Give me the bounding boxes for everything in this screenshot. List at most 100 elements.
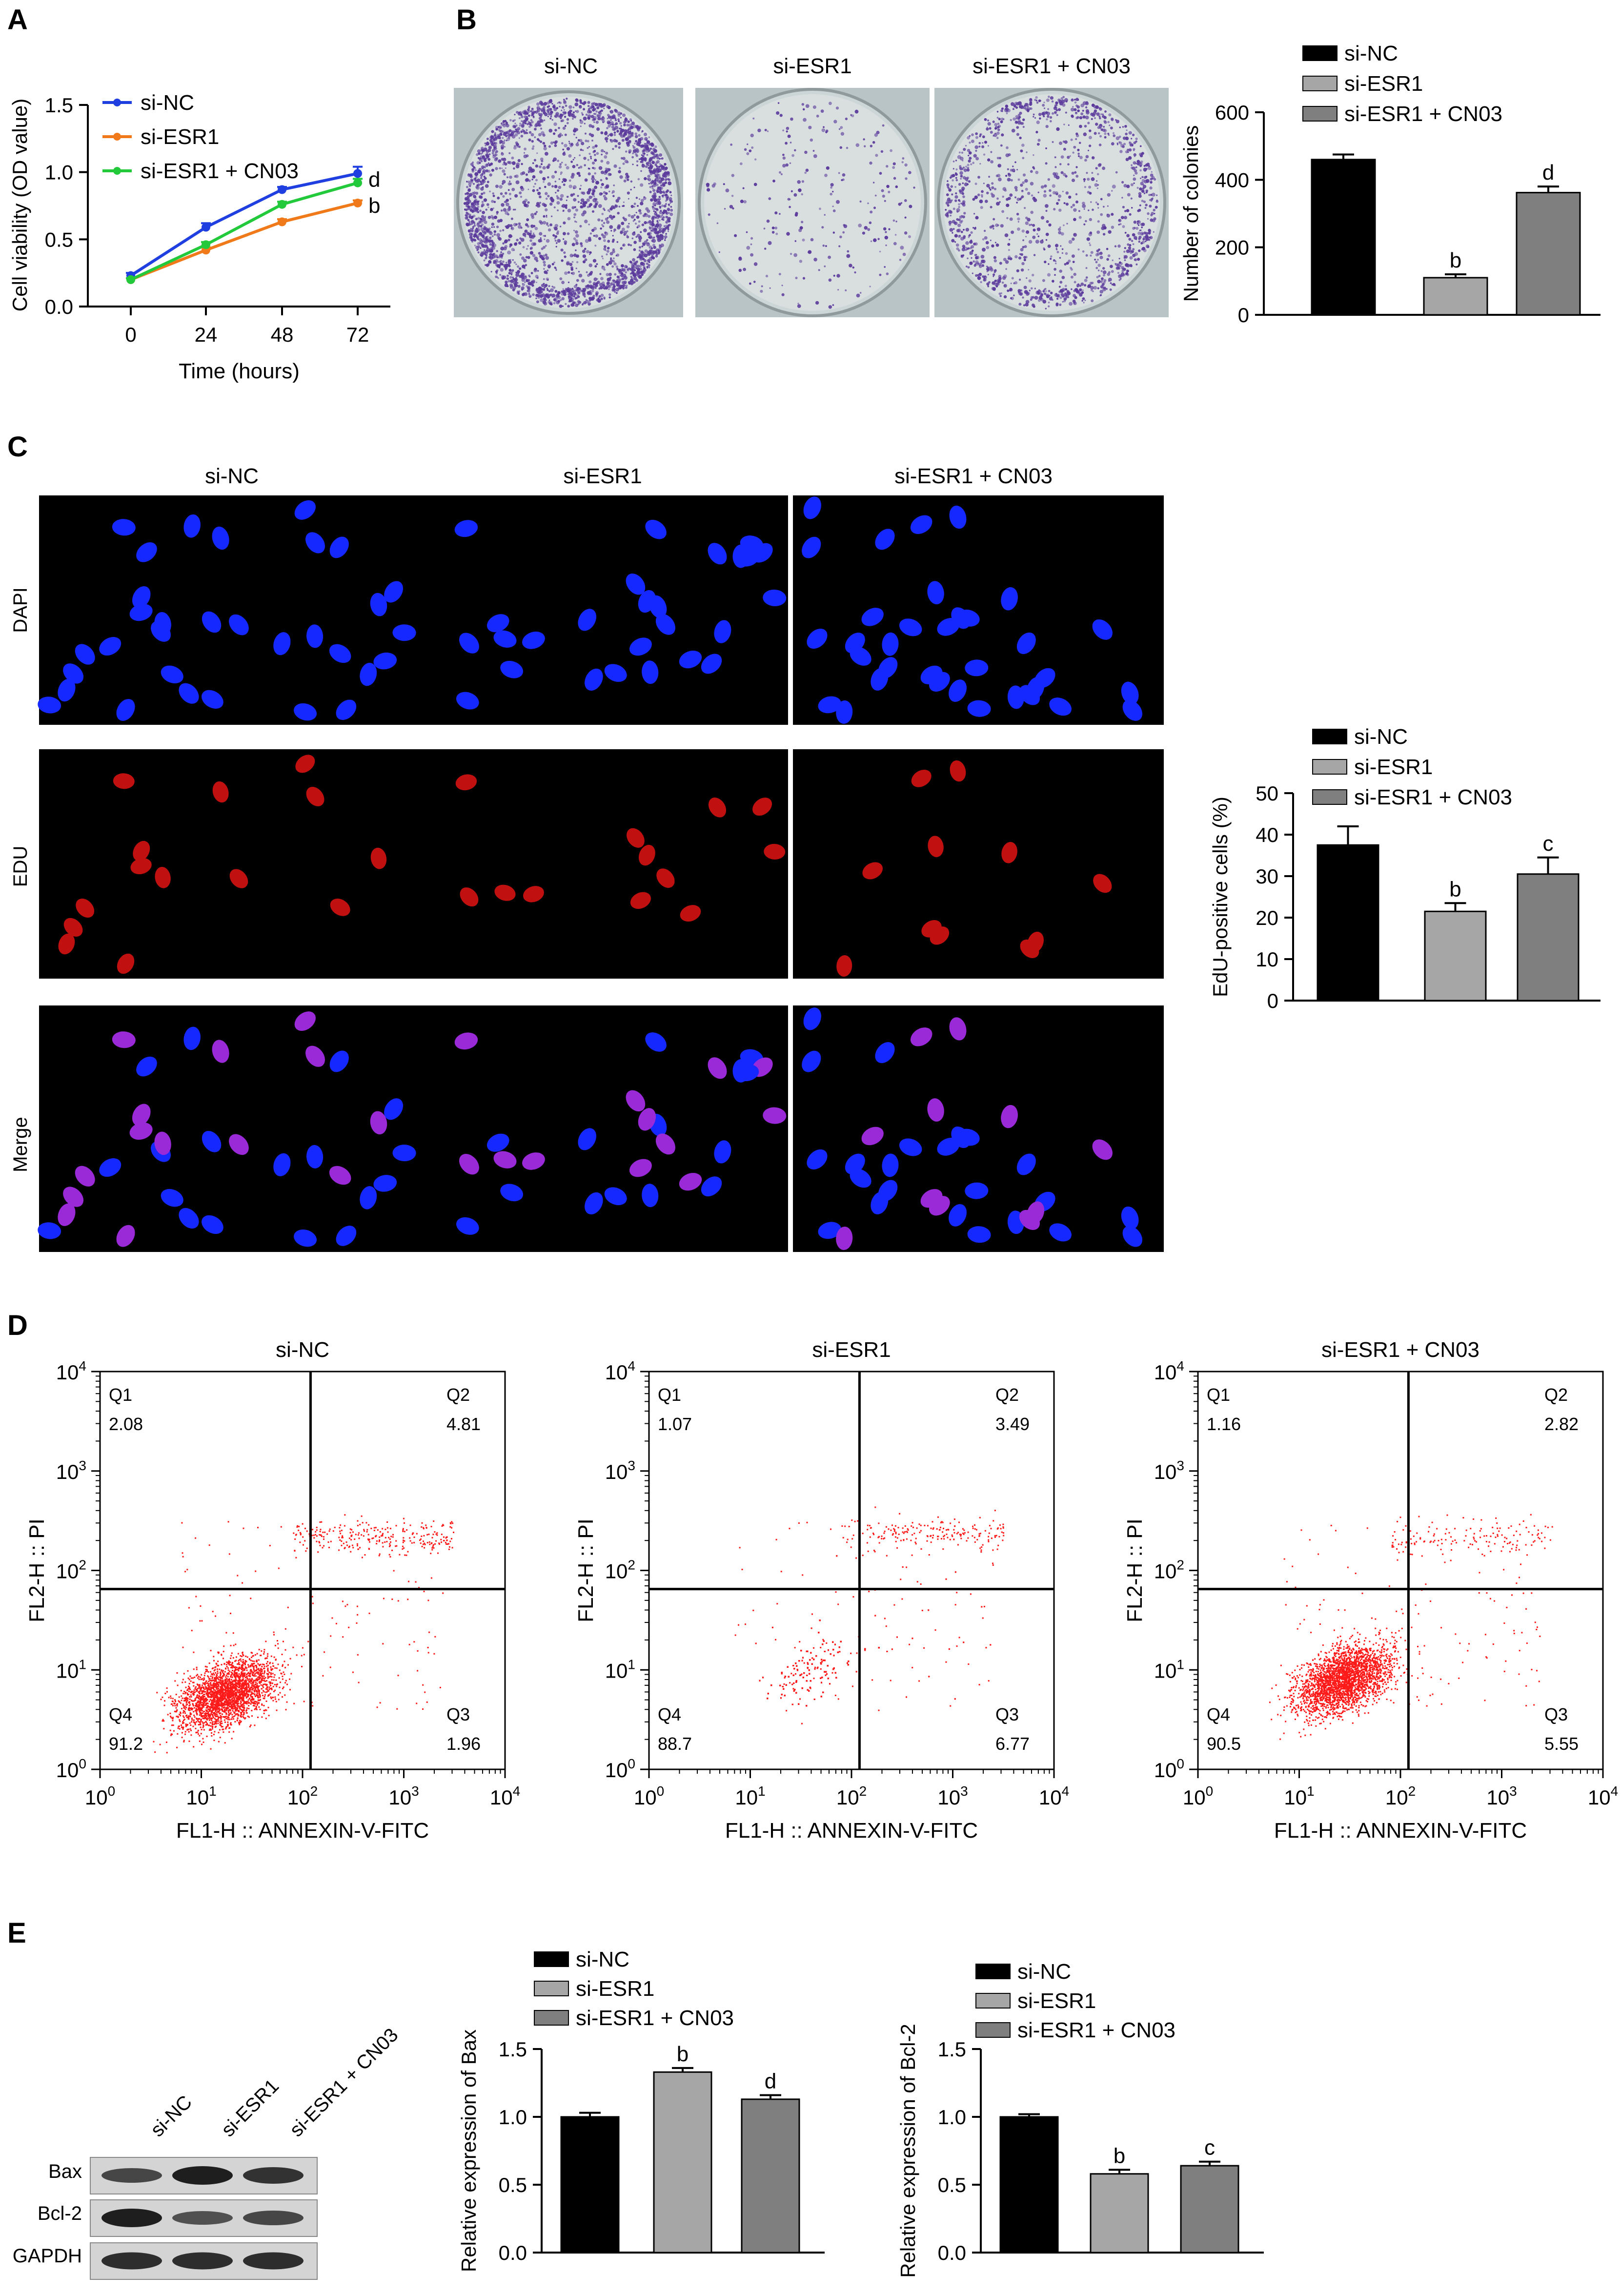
colony bbox=[843, 224, 846, 226]
colony bbox=[1112, 132, 1115, 134]
colony bbox=[586, 250, 589, 254]
colony bbox=[1135, 163, 1137, 164]
colony bbox=[776, 111, 780, 115]
flow-plot-title: si-NC bbox=[276, 1338, 329, 1362]
colony bbox=[486, 230, 490, 233]
colony bbox=[947, 204, 950, 207]
colony bbox=[1000, 224, 1004, 228]
colony bbox=[1095, 201, 1097, 204]
colony bbox=[508, 152, 511, 154]
colony bbox=[512, 288, 515, 291]
colony bbox=[1077, 109, 1080, 112]
colony bbox=[566, 122, 569, 124]
colony bbox=[536, 189, 539, 191]
colony bbox=[527, 108, 530, 111]
colony bbox=[1131, 207, 1133, 209]
colony bbox=[589, 285, 593, 288]
colony bbox=[1091, 118, 1093, 120]
colony bbox=[981, 264, 985, 267]
colony bbox=[611, 286, 615, 289]
colony bbox=[958, 205, 960, 208]
colony bbox=[502, 137, 504, 139]
colony bbox=[516, 111, 519, 114]
colony bbox=[502, 229, 505, 231]
colony bbox=[647, 175, 650, 178]
colony bbox=[478, 157, 482, 160]
colony bbox=[559, 198, 563, 201]
colony bbox=[564, 240, 567, 244]
colony bbox=[631, 156, 634, 159]
event-dot bbox=[219, 1668, 221, 1670]
event-dot bbox=[182, 1712, 184, 1714]
colony bbox=[653, 236, 655, 239]
colony bbox=[1048, 301, 1050, 304]
colony bbox=[621, 277, 625, 281]
colony bbox=[1034, 117, 1036, 119]
colony bbox=[974, 195, 978, 199]
colony bbox=[477, 217, 480, 220]
colony bbox=[533, 185, 535, 188]
colony bbox=[577, 291, 581, 295]
colony bbox=[1097, 184, 1099, 186]
colony bbox=[513, 261, 516, 264]
colony bbox=[502, 163, 505, 166]
colony bbox=[1050, 96, 1054, 100]
colony bbox=[1054, 156, 1056, 159]
colony bbox=[508, 192, 511, 196]
colony bbox=[474, 169, 477, 171]
colony bbox=[554, 237, 556, 240]
colony bbox=[669, 191, 672, 194]
colony bbox=[638, 265, 642, 268]
colony bbox=[1143, 192, 1146, 194]
y-tick-label: 1.5 bbox=[45, 94, 73, 117]
colony bbox=[1096, 203, 1099, 205]
colony bbox=[963, 236, 966, 239]
colony bbox=[1103, 205, 1105, 208]
colony bbox=[550, 215, 553, 217]
colony bbox=[656, 165, 658, 167]
legend-swatch bbox=[1312, 789, 1347, 805]
event-dot bbox=[217, 1722, 219, 1724]
colony bbox=[493, 134, 497, 137]
colony bbox=[499, 140, 503, 144]
colony bbox=[1070, 205, 1073, 208]
colony bbox=[1101, 277, 1104, 280]
colony bbox=[635, 212, 637, 213]
colony bbox=[505, 280, 508, 284]
colony bbox=[630, 188, 632, 191]
colony bbox=[1061, 100, 1065, 103]
data-point bbox=[353, 198, 362, 207]
colony bbox=[1134, 258, 1136, 261]
colony bbox=[640, 202, 644, 205]
colony bbox=[545, 284, 548, 287]
colony bbox=[516, 143, 519, 146]
colony bbox=[1003, 258, 1007, 262]
colony bbox=[474, 245, 476, 246]
colony bbox=[483, 198, 487, 202]
colony bbox=[1153, 178, 1156, 181]
colony bbox=[653, 194, 657, 198]
colony bbox=[491, 152, 494, 155]
colony bbox=[531, 242, 535, 246]
colony bbox=[646, 239, 648, 241]
colony bbox=[764, 247, 767, 250]
colony bbox=[962, 176, 966, 180]
colony bbox=[468, 183, 472, 186]
colony bbox=[1074, 171, 1077, 174]
colony bbox=[473, 200, 477, 204]
colony bbox=[478, 152, 481, 155]
colony bbox=[512, 259, 514, 261]
colony bbox=[549, 108, 552, 111]
colony bbox=[630, 267, 634, 271]
colony bbox=[539, 165, 542, 168]
colony bbox=[1013, 117, 1016, 121]
colony bbox=[1053, 208, 1056, 211]
legend-label: si-ESR1 + CN03 bbox=[141, 159, 299, 183]
colony bbox=[594, 154, 596, 156]
colony bbox=[1134, 169, 1137, 173]
colony bbox=[973, 242, 976, 246]
colony bbox=[598, 111, 601, 114]
colony bbox=[1100, 294, 1102, 296]
colony bbox=[517, 282, 519, 284]
colony bbox=[579, 165, 583, 169]
